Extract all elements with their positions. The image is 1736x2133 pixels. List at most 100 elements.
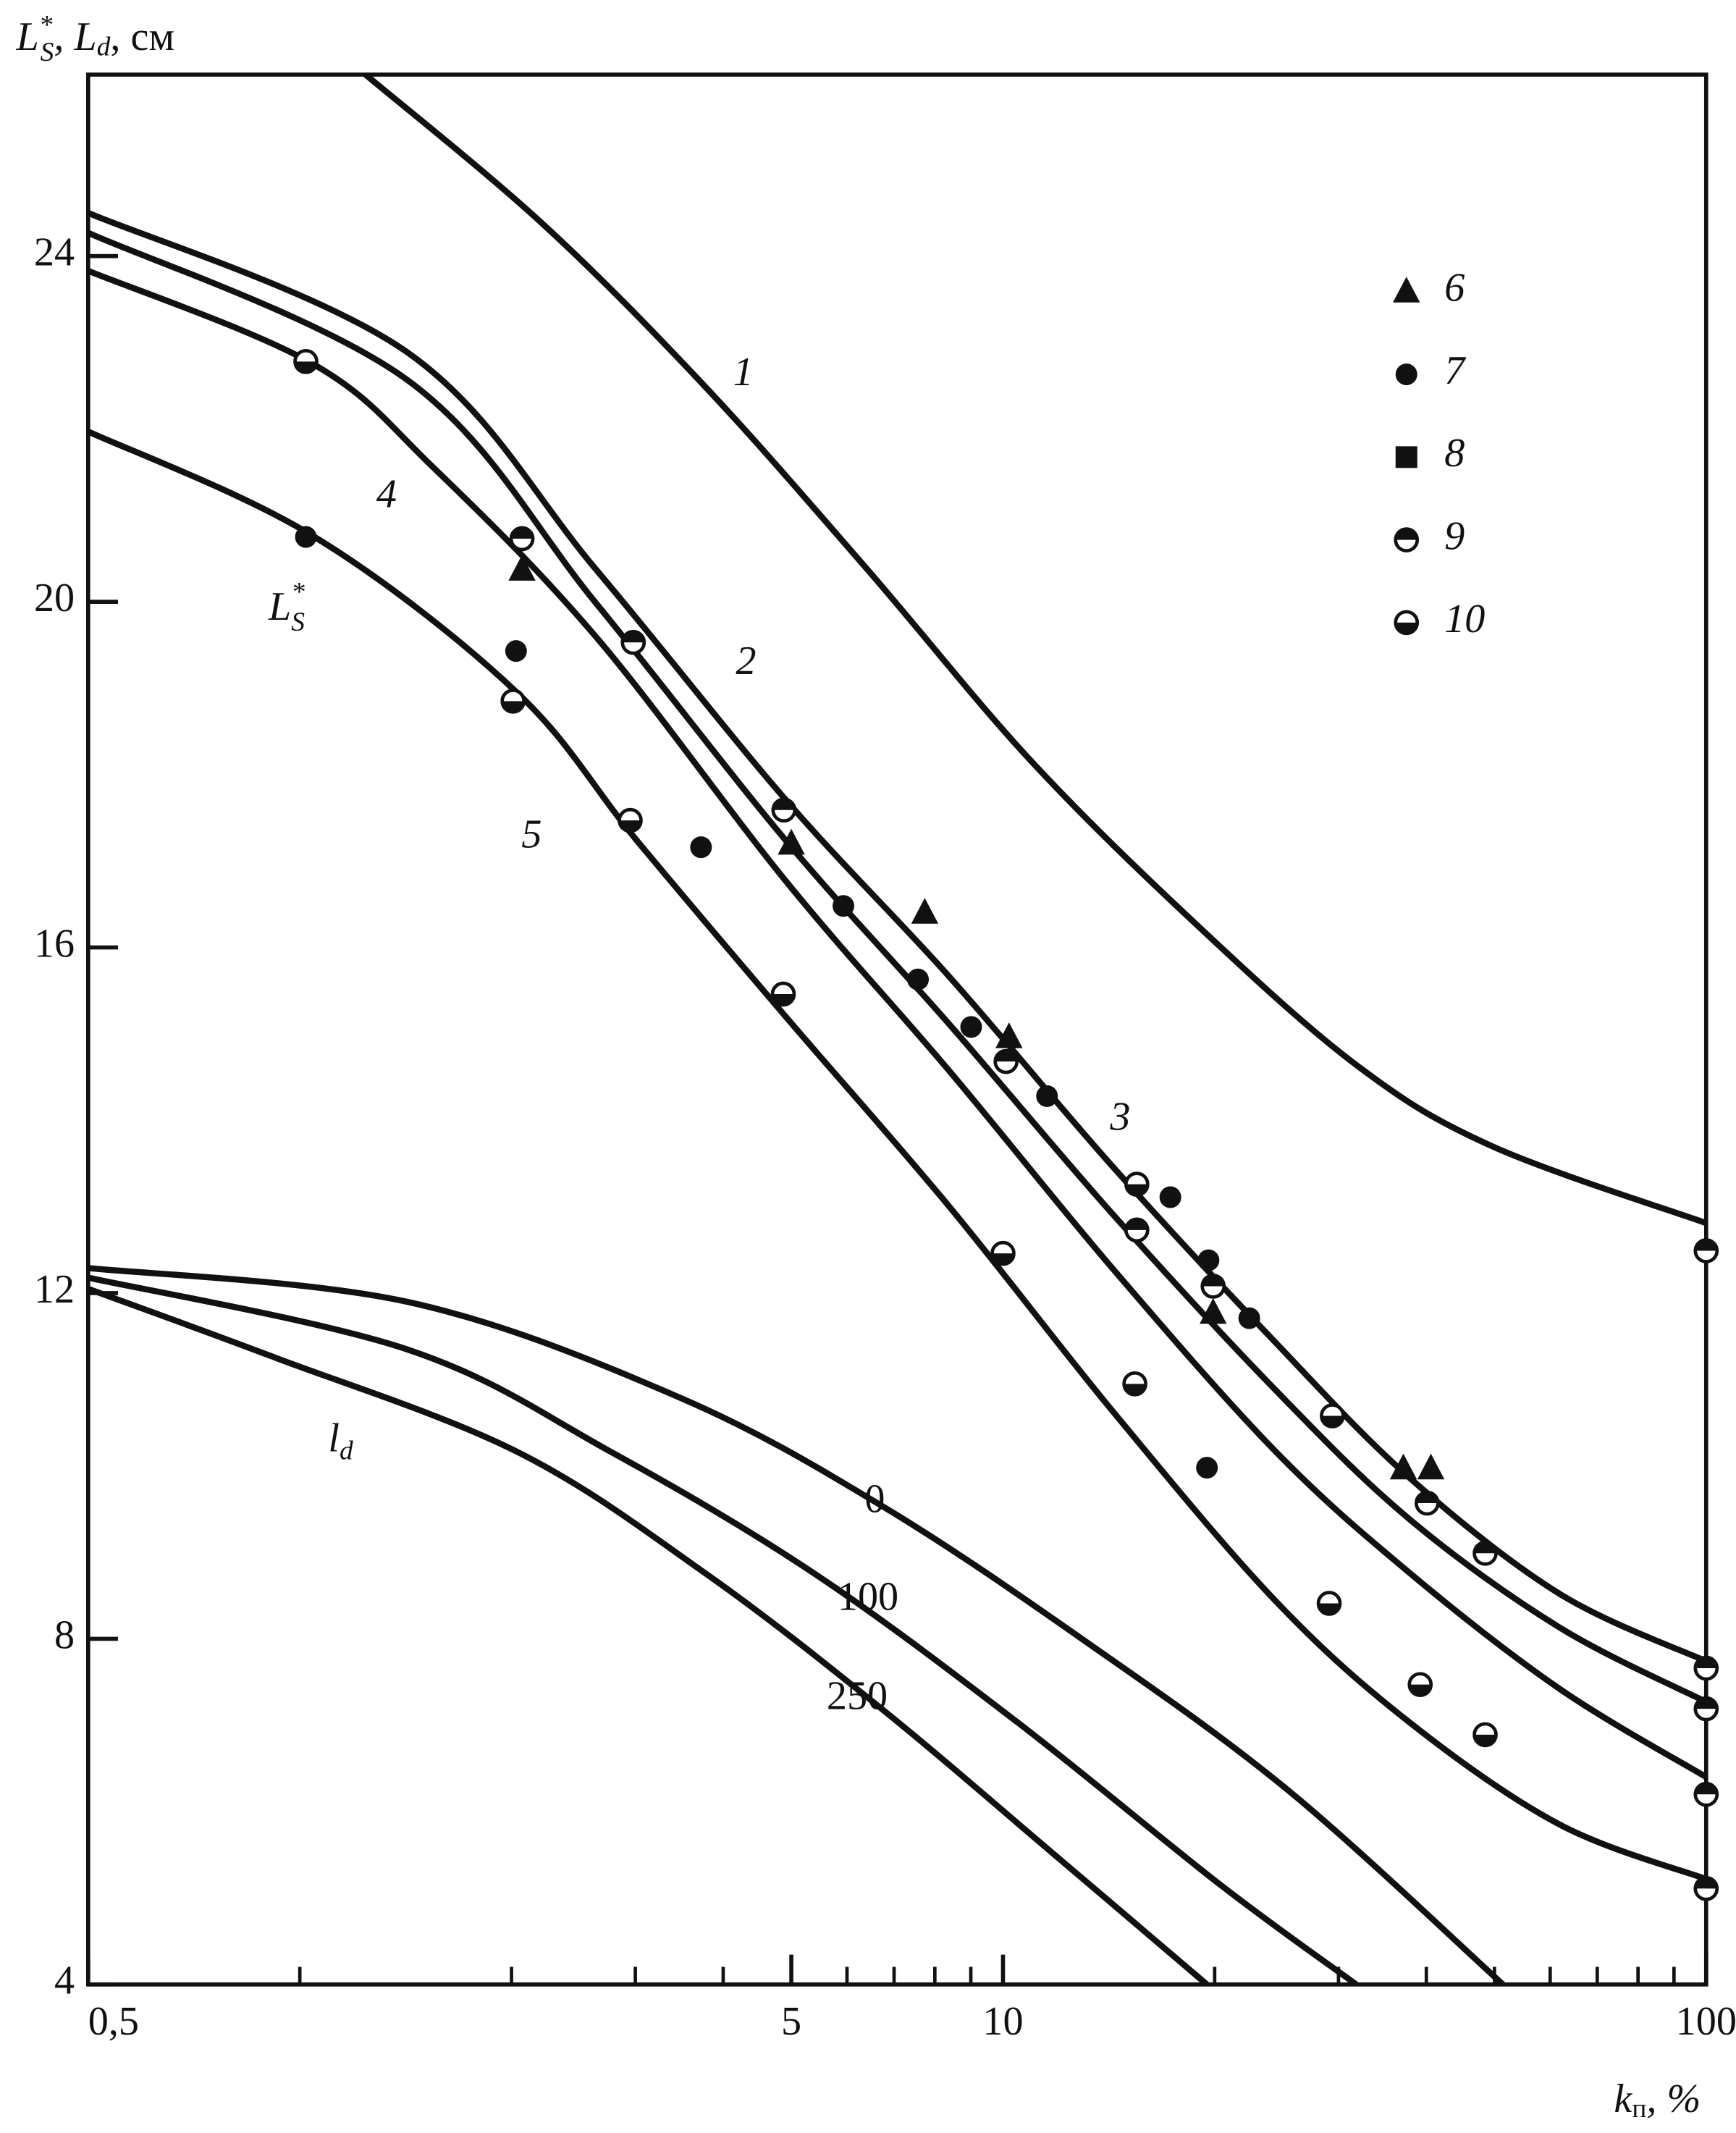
marker-shape <box>295 526 317 548</box>
marker <box>911 898 939 924</box>
curve <box>88 268 1706 1780</box>
marker <box>1316 1591 1342 1616</box>
marker-half <box>1695 1657 1717 1669</box>
marker-half <box>992 1253 1014 1265</box>
marker-half <box>772 994 794 1005</box>
marker <box>1200 1274 1226 1299</box>
marker-half <box>1126 1184 1148 1195</box>
marker <box>1122 1371 1147 1397</box>
marker <box>1693 1655 1719 1681</box>
x-tick-label: 5 <box>781 1999 801 2044</box>
marker-half <box>622 631 644 643</box>
y-tick-label: 24 <box>34 230 75 275</box>
marker-shape <box>505 640 527 662</box>
legend-label: 8 <box>1444 431 1465 476</box>
curve-label: 250 <box>827 1673 888 1718</box>
marker-half <box>1695 1240 1717 1251</box>
curve <box>88 1265 1505 1985</box>
marker-shape <box>995 1022 1023 1048</box>
marker <box>295 526 317 548</box>
y-tick-label: 20 <box>34 576 75 620</box>
marker <box>1124 1171 1150 1197</box>
curve <box>363 75 1706 1227</box>
marker-half <box>1695 1698 1717 1709</box>
marker-shape <box>1196 1457 1218 1479</box>
legend-label: 9 <box>1444 514 1465 559</box>
marker-shape <box>1395 446 1417 468</box>
marker-half <box>1318 1603 1341 1615</box>
y-tick-label: 8 <box>54 1612 75 1657</box>
marker <box>500 689 526 714</box>
marker-shape <box>1036 1085 1058 1107</box>
marker-half <box>1695 1877 1717 1889</box>
marker-shape <box>833 895 855 917</box>
marker <box>1693 1238 1719 1263</box>
marker <box>993 1048 1019 1074</box>
marker-half <box>1409 1684 1431 1696</box>
marker-shape <box>508 555 536 581</box>
curve-label: 1 <box>733 350 754 395</box>
x-tick-label: 0,5 <box>88 1999 139 2044</box>
marker <box>1124 1217 1150 1243</box>
y-tick-label: 12 <box>34 1267 75 1312</box>
marker <box>690 836 712 859</box>
marker-half <box>1695 1783 1717 1795</box>
marker-half <box>1395 529 1417 540</box>
marker <box>771 797 797 823</box>
y-axis-label: L* S, Ld, см <box>15 10 174 67</box>
marker <box>509 526 535 552</box>
marker-shape <box>778 828 805 855</box>
marker-shape <box>1159 1186 1181 1208</box>
marker-half <box>619 820 641 832</box>
marker <box>1693 1876 1719 1901</box>
marker-shape <box>1389 1453 1417 1480</box>
marker <box>1036 1085 1058 1107</box>
marker-half <box>772 799 795 810</box>
marker-shape <box>690 836 712 859</box>
marker <box>1414 1490 1440 1516</box>
marker <box>960 1016 982 1038</box>
marker <box>1389 1453 1417 1480</box>
marker <box>1693 1696 1719 1722</box>
marker-half <box>502 701 524 712</box>
annotation: L* S <box>268 577 305 636</box>
marker <box>1238 1307 1260 1329</box>
legend-marker <box>1394 610 1420 636</box>
marker-half <box>1126 1219 1148 1230</box>
marker <box>1693 1781 1719 1807</box>
marker-shape <box>1197 1249 1220 1271</box>
marker-shape <box>1238 1307 1260 1329</box>
marker <box>995 1022 1023 1048</box>
marker <box>293 348 319 374</box>
marker-half <box>1395 622 1417 634</box>
curve <box>88 1274 1358 1985</box>
marker <box>1417 1453 1445 1480</box>
curve-label: 4 <box>376 471 397 516</box>
marker-half <box>1202 1275 1224 1287</box>
x-axis-label: kп, % <box>1614 2077 1701 2124</box>
marker <box>1472 1540 1498 1566</box>
marker <box>990 1240 1016 1266</box>
marker-half <box>511 528 534 539</box>
legend-label: 7 <box>1444 348 1467 393</box>
curve <box>88 210 1706 1665</box>
marker-half <box>1474 1734 1496 1746</box>
marker <box>508 555 536 581</box>
annotation: ld <box>328 1415 353 1465</box>
marker-shape <box>911 898 939 924</box>
y-tick-label: 4 <box>54 1959 75 2003</box>
marker <box>618 807 643 833</box>
marker <box>1320 1403 1345 1429</box>
marker-shape <box>1395 363 1417 386</box>
legend-marker <box>1393 277 1420 303</box>
legend-marker <box>1395 363 1417 386</box>
marker-shape <box>960 1016 982 1038</box>
marker-half <box>1321 1415 1344 1427</box>
marker <box>907 968 930 990</box>
marker <box>1200 1297 1227 1324</box>
marker <box>770 981 796 1007</box>
marker-shape <box>907 968 930 990</box>
marker <box>1472 1722 1498 1748</box>
legend-label: 10 <box>1444 597 1485 641</box>
curve-label: 5 <box>521 812 542 857</box>
